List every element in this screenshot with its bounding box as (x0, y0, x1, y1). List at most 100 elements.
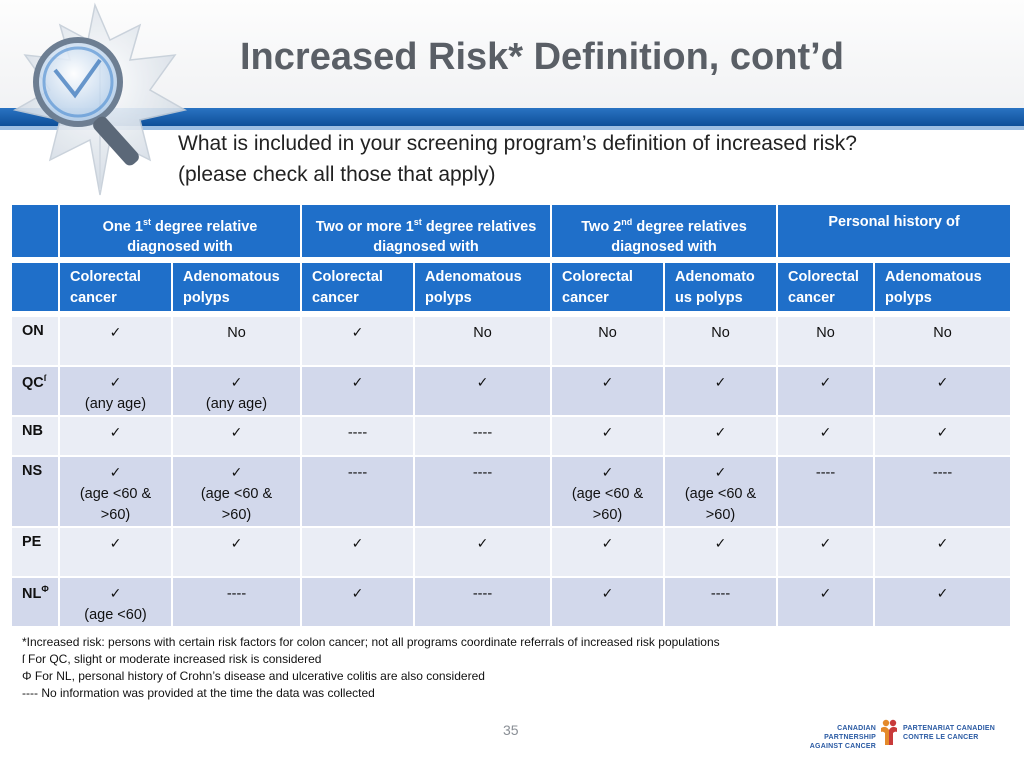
cell-value: ---- (472, 464, 493, 481)
footnote-no-info: ---- No information was provided at the … (22, 686, 375, 700)
table-cell: ✓ (875, 577, 1013, 628)
table-cell: ✓ (age <60 & >60) (60, 456, 173, 528)
group-header-row: One 1st degree relative diagnosed with Tw… (12, 205, 1013, 259)
checkmark-icon: ✓ (714, 374, 727, 391)
table-cell: ✓ (any age) (173, 366, 302, 417)
sub-header-text: cancer (312, 289, 359, 306)
table-cell: ✓ (875, 416, 1013, 457)
sub-header-text: Colorectal (562, 268, 633, 285)
table-cell: No (875, 316, 1013, 367)
table-cell: ---- (415, 456, 553, 528)
checkmark-icon: ✓ (601, 535, 614, 552)
table-cell: ✓ (302, 366, 415, 417)
table-cell: ✓ (778, 366, 876, 417)
table-cell: No (552, 316, 666, 367)
checkmark-icon: ✓ (351, 324, 364, 341)
question-line-1: What is included in your screening progr… (178, 132, 857, 155)
table-cell: ✓ (any age) (60, 366, 173, 417)
checkmark-icon: ✓ (476, 535, 489, 552)
cell-note: (any age) (84, 395, 147, 412)
cell-note: (age <60 & (571, 485, 644, 502)
footnote-qc: ſ For QC, slight or moderate increased r… (22, 652, 322, 666)
sub-header-text: Colorectal (70, 268, 141, 285)
table-cell: ✓ (415, 366, 553, 417)
checkmark-icon: ✓ (936, 535, 949, 552)
table-cell: ✓ (665, 366, 779, 417)
cell-value: No (598, 324, 617, 341)
sub-header-text: polyps (183, 289, 230, 306)
table-cell: ✓ (875, 527, 1013, 578)
cell-value: ---- (347, 464, 368, 481)
cell-note: >60) (705, 506, 736, 523)
header-blue-stripe (0, 108, 1024, 126)
sub-header-text: cancer (788, 289, 835, 306)
table-cell: ✓ (age <60 & >60) (173, 456, 302, 528)
checkmark-icon: ✓ (601, 464, 614, 481)
checkmark-icon: ✓ (351, 585, 364, 602)
checkmark-icon: ✓ (109, 535, 122, 552)
cell-value: No (227, 324, 246, 341)
group-header-line-1: Personal history of (828, 214, 960, 230)
cell-note: (any age) (205, 395, 268, 412)
table-cell: ✓ (875, 366, 1013, 417)
table-cell: ---- (173, 577, 302, 628)
sub-header-cell: Adenomatous polyps (173, 262, 302, 313)
checkmark-icon: ✓ (714, 535, 727, 552)
sub-header-text: Colorectal (312, 268, 383, 285)
table-cell: ✓ (302, 316, 415, 367)
cpac-emblem-icon (881, 719, 897, 745)
province-label: QCſ (12, 366, 60, 417)
corner-cell (12, 205, 60, 259)
cell-value: ---- (472, 585, 493, 602)
checkmark-icon: ✓ (714, 424, 727, 441)
province-label: NLΦ (12, 577, 60, 628)
province-label: ON (12, 316, 60, 367)
checkmark-icon: ✓ (351, 374, 364, 391)
cell-value: ---- (472, 424, 493, 441)
checkmark-icon: ✓ (230, 464, 243, 481)
cell-note: >60) (221, 506, 252, 523)
maple-leaf-magnifier-icon (12, 2, 188, 196)
table-cell: ✓ (552, 416, 666, 457)
group-header-line-2: diagnosed with (373, 238, 479, 255)
table-cell: ✓ (60, 316, 173, 367)
table-row: ON ✓ No ✓ No No No No No (12, 316, 1013, 367)
sub-header-cell: Colorectal cancer (60, 262, 173, 313)
cell-note: >60) (592, 506, 623, 523)
risk-definition-table: One 1st degree relative diagnosed with Tw… (12, 205, 1013, 628)
cell-value: No (933, 324, 952, 341)
table-cell: ✓ (age <60) (60, 577, 173, 628)
page-number: 35 (503, 722, 519, 738)
group-header: Two 2nd degree relatives diagnosed with (552, 205, 779, 259)
checkmark-icon: ✓ (601, 424, 614, 441)
province-label: NS (12, 456, 60, 528)
table-cell: ✓ (665, 527, 779, 578)
table-cell: ✓ (552, 366, 666, 417)
checkmark-icon: ✓ (601, 374, 614, 391)
logo-text-english: CANADIAN PARTNERSHIP AGAINST CANCER (809, 725, 876, 750)
table-row: NB ✓ ✓ ---- ---- ✓ ✓ ✓ ✓ (12, 416, 1013, 457)
sub-header-cell: Adenomatous polyps (875, 262, 1013, 313)
checkmark-icon: ✓ (714, 464, 727, 481)
checkmark-icon: ✓ (230, 424, 243, 441)
table-cell: ---- (665, 577, 779, 628)
table-row: QCſ ✓ (any age) ✓ (any age) ✓ ✓ ✓ ✓ ✓ ✓ (12, 366, 1013, 417)
cell-value: ---- (226, 585, 247, 602)
checkmark-icon: ✓ (819, 535, 832, 552)
table-cell: ---- (302, 456, 415, 528)
checkmark-icon: ✓ (109, 464, 122, 481)
table-cell: ✓ (552, 527, 666, 578)
sub-header-text: Adenomatous (183, 268, 280, 285)
footnote-nl: Φ For NL, personal history of Crohn’s di… (22, 669, 485, 683)
group-header-line-1: One 1st degree relative (102, 217, 258, 235)
cell-value: ---- (815, 464, 836, 481)
slide-title: Increased Risk* Definition, cont’d (240, 36, 844, 78)
checkmark-icon: ✓ (109, 424, 122, 441)
table-cell: ---- (302, 416, 415, 457)
table-cell: ✓ (778, 577, 876, 628)
checkmark-icon: ✓ (819, 585, 832, 602)
group-header-line-1: Two 2nd degree relatives (581, 217, 747, 235)
table-row: NLΦ ✓ (age <60) ---- ✓ ---- ✓ ---- ✓ ✓ (12, 577, 1013, 628)
table-cell: ---- (415, 577, 553, 628)
cell-note: (age <60) (84, 606, 147, 623)
